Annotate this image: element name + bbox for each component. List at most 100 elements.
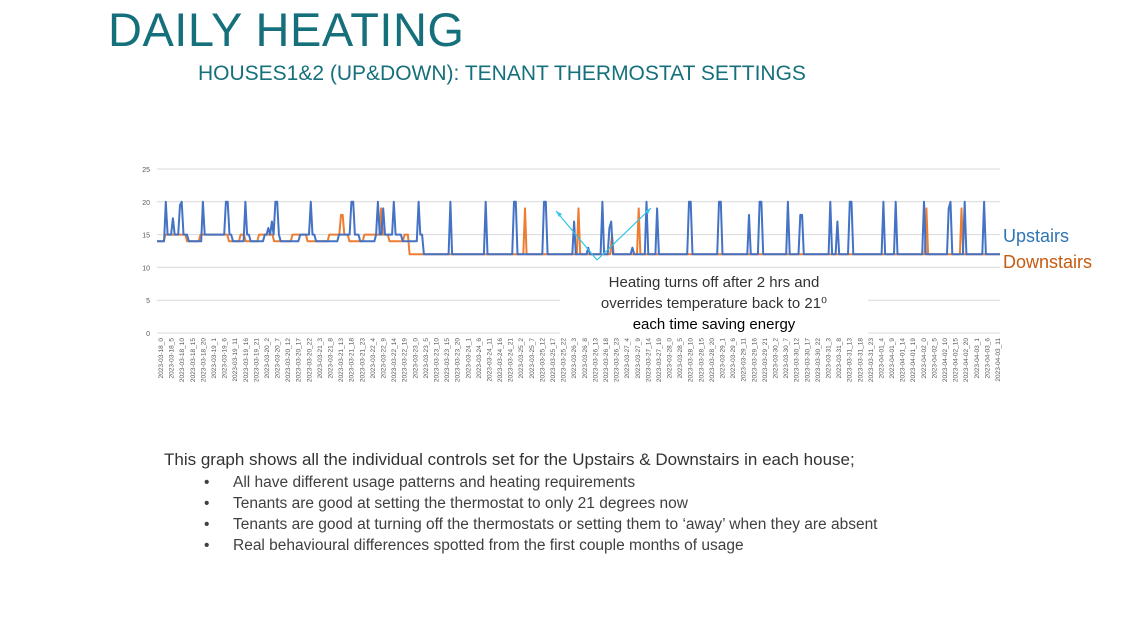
x-tick-label: 2023-03-18_0: [158, 338, 165, 379]
x-tick-label: 2023-03-22_9: [380, 338, 387, 379]
x-tick-label: 2023-04-03_11: [995, 338, 1002, 382]
x-tick-label: 2023-03-19_6: [222, 338, 229, 379]
x-tick-label: 2023-03-20_12: [285, 338, 292, 382]
x-tick-label: 2023-03-28_5: [677, 338, 684, 379]
x-tick-label: 2023-03-22_19: [402, 338, 409, 382]
chart-annotation: Heating turns off after 2 hrs and overri…: [560, 272, 868, 335]
y-tick-label: 0: [146, 331, 150, 338]
series-line-downstairs: [157, 207, 1000, 256]
x-tick-label: 2023-03-19_1: [211, 338, 218, 379]
x-tick-label: 2023-03-26_18: [603, 338, 610, 382]
x-tick-label: 2023-03-18_10: [179, 338, 186, 382]
annotation-arrowhead-left: [556, 211, 562, 217]
x-tick-label: 2023-04-01_19: [910, 338, 917, 382]
x-tick-label: 2023-03-23_20: [455, 338, 462, 382]
summary-text: This graph shows all the individual cont…: [164, 450, 855, 469]
annotation-arrowhead-right: [645, 208, 651, 214]
page-title: DAILY HEATING: [108, 3, 465, 56]
series-line-upstairs: [157, 200, 1000, 256]
x-tick-label: 2023-03-31_18: [857, 338, 864, 382]
x-tick-label: 2023-03-30_12: [794, 338, 801, 382]
x-tick-label: 2023-03-28_15: [698, 338, 705, 382]
x-tick-label: 2023-04-02_5: [931, 338, 938, 379]
x-tick-label: 2023-03-26_8: [582, 338, 589, 379]
x-axis-ticks: 2023-03-18_0 2023-03-18_5 2023-03-18_10 202…: [158, 338, 1002, 382]
x-tick-label: 2023-03-24_11: [486, 338, 493, 382]
x-tick-label: 2023-03-26_13: [592, 338, 599, 382]
x-tick-label: 2023-04-03_1: [974, 338, 981, 379]
bullet-item: All have different usage patterns and he…: [204, 472, 878, 493]
bullet-item: Tenants are good at turning off the ther…: [204, 514, 878, 535]
x-tick-label: 2023-03-29_6: [730, 338, 737, 379]
y-tick-label: 15: [142, 233, 150, 240]
x-tick-label: 2023-03-20_2: [264, 338, 271, 379]
chart-series: [157, 200, 1000, 256]
y-axis-ticks: 0 5 10 15 20 25: [142, 167, 150, 338]
bullet-item: Real behavioural differences spotted fro…: [204, 535, 878, 556]
x-tick-label: 2023-03-30_7: [783, 338, 790, 379]
x-tick-label: 2023-03-18_20: [200, 338, 207, 382]
x-tick-label: 2023-03-25_22: [561, 338, 568, 382]
x-tick-label: 2023-03-21_13: [338, 338, 345, 382]
annotation-line-2: overrides temperature back to 21⁰: [600, 295, 828, 312]
x-tick-label: 2023-03-18_5: [169, 338, 176, 379]
x-tick-label: 2023-03-25_2: [518, 338, 525, 379]
x-tick-label: 2023-03-23_0: [412, 338, 419, 379]
y-tick-label: 20: [142, 200, 150, 207]
x-tick-label: 2023-04-01_14: [900, 338, 907, 382]
x-tick-label: 2023-03-19_11: [232, 338, 239, 382]
x-tick-label: 2023-03-29_16: [751, 338, 758, 382]
x-tick-label: 2023-03-27_4: [624, 338, 631, 379]
legend-downstairs: Downstairs: [1003, 252, 1093, 272]
annotation-arrow-right: [596, 207, 652, 261]
bullet-item: Tenants are good at setting the thermost…: [204, 493, 878, 514]
y-tick-label: 10: [142, 265, 150, 272]
x-tick-label: 2023-03-26_23: [614, 338, 621, 382]
x-tick-label: 2023-03-29_1: [720, 338, 727, 379]
x-tick-label: 2023-03-21_23: [359, 338, 366, 382]
x-tick-label: 2023-03-25_12: [539, 338, 546, 382]
x-tick-label: 2023-03-27_9: [635, 338, 642, 379]
annotation-arrow-left: [555, 210, 598, 261]
x-tick-label: 2023-03-28_20: [709, 338, 716, 382]
x-tick-label: 2023-03-29_11: [741, 338, 748, 382]
x-tick-label: 2023-04-02_20: [963, 338, 970, 382]
x-tick-label: 2023-03-27_19: [656, 338, 663, 382]
x-tick-label: 2023-03-26_3: [571, 338, 578, 379]
annotation-line-1: Heating turns off after 2 hrs and: [608, 274, 820, 291]
x-tick-label: 2023-03-29_21: [762, 338, 769, 382]
x-tick-label: 2023-04-03_6: [984, 338, 991, 379]
x-tick-label: 2023-04-02_15: [953, 338, 960, 382]
x-tick-label: 2023-03-24_1: [465, 338, 472, 379]
x-tick-label: 2023-03-24_6: [476, 338, 483, 379]
x-tick-label: 2023-03-23_5: [423, 338, 430, 379]
page-subtitle: HOUSES1&2 (UP&DOWN): TENANT THERMOSTAT S…: [198, 62, 806, 85]
x-tick-label: 2023-03-21_8: [328, 338, 335, 379]
bullet-list: All have different usage patterns and he…: [204, 472, 878, 556]
x-tick-label: 2023-03-21_18: [349, 338, 356, 382]
x-tick-label: 2023-03-31_3: [825, 338, 832, 379]
x-tick-label: 2023-03-19_21: [253, 338, 260, 382]
x-tick-label: 2023-03-20_17: [296, 338, 303, 382]
x-tick-label: 2023-03-22_14: [391, 338, 398, 382]
x-tick-label: 2023-04-01_9: [889, 338, 896, 379]
x-tick-label: 2023-03-24_21: [508, 338, 515, 382]
y-tick-label: 25: [142, 167, 150, 174]
x-tick-label: 2023-03-20_22: [306, 338, 313, 382]
x-tick-label: 2023-03-19_16: [243, 338, 250, 382]
x-tick-label: 2023-03-31_23: [868, 338, 875, 382]
x-tick-label: 2023-03-30_22: [815, 338, 822, 382]
x-tick-label: 2023-03-30_2: [773, 338, 780, 379]
annotation-arrows: [555, 207, 652, 261]
x-tick-label: 2023-03-31_13: [847, 338, 854, 382]
x-tick-label: 2023-03-25_7: [529, 338, 536, 379]
x-tick-label: 2023-03-18_15: [190, 338, 197, 382]
x-tick-label: 2023-03-23_10: [433, 338, 440, 382]
x-tick-label: 2023-03-28_0: [667, 338, 674, 379]
legend-upstairs: Upstairs: [1003, 226, 1070, 246]
x-tick-label: 2023-03-28_10: [688, 338, 695, 382]
x-tick-label: 2023-03-31_8: [836, 338, 843, 379]
x-tick-label: 2023-03-30_17: [804, 338, 811, 382]
y-tick-label: 5: [146, 298, 150, 305]
x-tick-label: 2023-03-23_15: [444, 338, 451, 382]
